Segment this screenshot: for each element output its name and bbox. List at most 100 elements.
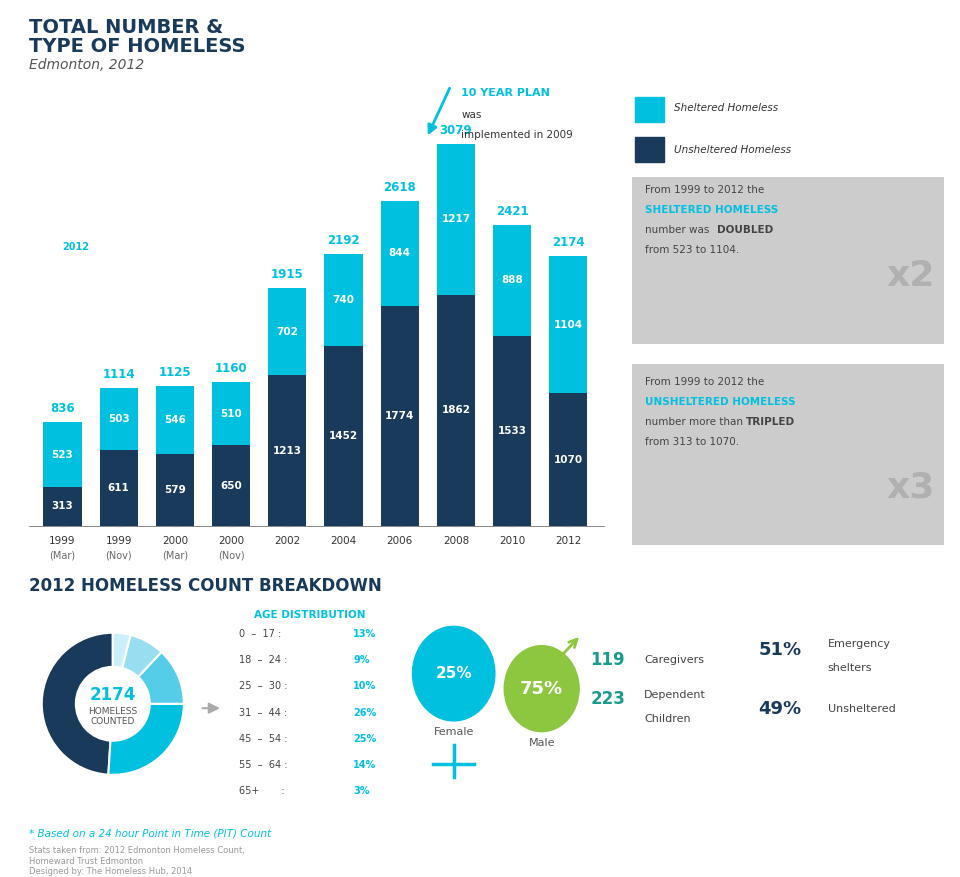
Text: 18  –  24 :: 18 – 24 : bbox=[239, 655, 287, 666]
Text: 888: 888 bbox=[501, 275, 523, 285]
Text: 2174: 2174 bbox=[552, 236, 585, 249]
Text: Important methodological: Important methodological bbox=[48, 198, 175, 209]
Text: 0  –  17 :: 0 – 17 : bbox=[239, 629, 281, 639]
Text: was: was bbox=[461, 111, 482, 120]
Text: 3%: 3% bbox=[353, 786, 370, 796]
Bar bbox=[437, 295, 475, 526]
Text: 2012: 2012 bbox=[62, 242, 89, 252]
Text: 2012: 2012 bbox=[555, 536, 582, 545]
Text: 3079: 3079 bbox=[440, 124, 472, 137]
Text: 2000: 2000 bbox=[162, 536, 188, 545]
Text: 1160: 1160 bbox=[215, 362, 248, 375]
Wedge shape bbox=[42, 632, 113, 774]
Text: Female: Female bbox=[434, 727, 474, 738]
Text: From 1999 to 2012 the: From 1999 to 2012 the bbox=[645, 376, 764, 387]
Bar bbox=[100, 388, 138, 450]
Text: Male: Male bbox=[528, 738, 555, 748]
Text: Edmonton, 2012: Edmonton, 2012 bbox=[29, 58, 144, 72]
Text: 1862: 1862 bbox=[442, 405, 470, 416]
Bar bbox=[636, 137, 664, 162]
Text: Dependent: Dependent bbox=[644, 690, 706, 701]
Text: 2174: 2174 bbox=[89, 687, 136, 704]
Bar bbox=[100, 450, 138, 526]
Text: 546: 546 bbox=[164, 415, 186, 425]
Text: number was: number was bbox=[645, 225, 712, 235]
Text: TRIPLED: TRIPLED bbox=[746, 417, 795, 427]
Bar bbox=[268, 375, 306, 526]
Bar bbox=[549, 393, 588, 526]
Text: number more than: number more than bbox=[645, 417, 746, 427]
Wedge shape bbox=[113, 632, 131, 668]
Text: x3: x3 bbox=[886, 470, 934, 504]
Text: 1452: 1452 bbox=[329, 431, 358, 441]
Text: 1774: 1774 bbox=[385, 410, 415, 421]
Circle shape bbox=[413, 626, 495, 721]
Text: 313: 313 bbox=[52, 502, 73, 511]
Bar bbox=[156, 454, 194, 526]
Text: decrease in duplicates.: decrease in duplicates. bbox=[48, 263, 161, 274]
Text: 51%: 51% bbox=[758, 641, 802, 660]
Text: 31  –  44 :: 31 – 44 : bbox=[239, 708, 287, 717]
Circle shape bbox=[504, 645, 579, 731]
Text: likely resulting in a: likely resulting in a bbox=[85, 242, 180, 252]
Text: from 523 to 1104.: from 523 to 1104. bbox=[645, 246, 739, 255]
Text: 1533: 1533 bbox=[497, 425, 527, 436]
FancyBboxPatch shape bbox=[632, 364, 944, 545]
Text: 14%: 14% bbox=[353, 759, 376, 770]
Text: changes were implemented: changes were implemented bbox=[48, 220, 184, 230]
Text: 2006: 2006 bbox=[387, 536, 413, 545]
Text: Stats taken from: 2012 Edmonton Homeless Count,
Homeward Trust Edmonton
Designed: Stats taken from: 2012 Edmonton Homeless… bbox=[29, 846, 245, 876]
Text: 523: 523 bbox=[52, 450, 73, 460]
Bar bbox=[380, 306, 419, 526]
Text: 49%: 49% bbox=[758, 700, 802, 718]
Text: 75%: 75% bbox=[520, 680, 564, 698]
Bar bbox=[636, 96, 664, 122]
Bar bbox=[493, 225, 531, 336]
Text: 1213: 1213 bbox=[273, 446, 301, 456]
Text: 611: 611 bbox=[108, 483, 130, 493]
Text: 1104: 1104 bbox=[554, 319, 583, 330]
Bar bbox=[380, 201, 419, 306]
Bar bbox=[324, 253, 363, 346]
Text: 702: 702 bbox=[276, 327, 299, 337]
Text: 2008: 2008 bbox=[443, 536, 469, 545]
Bar bbox=[212, 381, 251, 446]
Text: (Mar): (Mar) bbox=[162, 551, 188, 560]
Bar bbox=[268, 289, 306, 375]
Text: 1114: 1114 bbox=[103, 367, 135, 381]
Text: 510: 510 bbox=[220, 409, 242, 418]
Text: TYPE OF HOMELESS: TYPE OF HOMELESS bbox=[29, 37, 246, 56]
Text: 2421: 2421 bbox=[495, 205, 528, 218]
Wedge shape bbox=[138, 652, 184, 703]
Text: 2618: 2618 bbox=[383, 181, 416, 194]
Text: TOTAL NUMBER &: TOTAL NUMBER & bbox=[29, 18, 223, 37]
Text: 2192: 2192 bbox=[327, 234, 360, 247]
Text: (Mar): (Mar) bbox=[50, 551, 76, 560]
Text: 1125: 1125 bbox=[158, 367, 191, 380]
Bar bbox=[493, 336, 531, 526]
Text: 579: 579 bbox=[164, 485, 186, 495]
Bar bbox=[212, 446, 251, 526]
Text: Unsheltered: Unsheltered bbox=[828, 704, 896, 714]
Text: Sheltered Homeless: Sheltered Homeless bbox=[674, 103, 778, 113]
Text: from 313 to 1070.: from 313 to 1070. bbox=[645, 437, 739, 447]
Text: 25  –  30 :: 25 – 30 : bbox=[239, 681, 288, 691]
Text: 26%: 26% bbox=[353, 708, 376, 717]
Text: 2000: 2000 bbox=[218, 536, 244, 545]
Text: 836: 836 bbox=[50, 403, 75, 416]
Text: 844: 844 bbox=[389, 248, 411, 258]
Text: 1070: 1070 bbox=[554, 454, 583, 465]
Bar bbox=[43, 422, 82, 487]
Bar bbox=[156, 386, 194, 454]
Text: SHELTERED HOMELESS: SHELTERED HOMELESS bbox=[645, 205, 779, 215]
Bar bbox=[43, 487, 82, 526]
Text: 740: 740 bbox=[332, 295, 354, 304]
Text: Children: Children bbox=[644, 714, 691, 724]
Text: 1999: 1999 bbox=[49, 536, 76, 545]
Text: * Based on a 24 hour Point in Time (PIT) Count: * Based on a 24 hour Point in Time (PIT)… bbox=[29, 829, 271, 838]
Text: From 1999 to 2012 the: From 1999 to 2012 the bbox=[645, 185, 764, 195]
Text: 2010: 2010 bbox=[499, 536, 525, 545]
FancyBboxPatch shape bbox=[632, 177, 944, 344]
Text: 650: 650 bbox=[220, 481, 242, 490]
Text: 45  –  54 :: 45 – 54 : bbox=[239, 734, 288, 744]
